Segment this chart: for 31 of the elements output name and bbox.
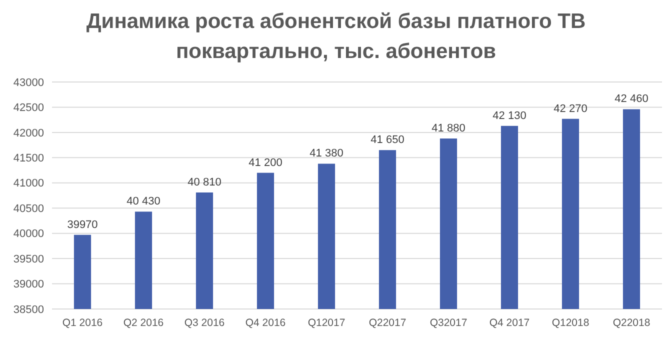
x-tick-label: Q22017: [368, 317, 406, 329]
y-tick-label: 43000: [13, 76, 44, 89]
data-label: 42 460: [614, 93, 648, 106]
data-label: 41 880: [432, 122, 466, 134]
x-tick-label: Q4 2016: [245, 317, 286, 329]
y-tick-label: 41000: [13, 178, 44, 190]
y-tick-label: 38500: [13, 304, 44, 316]
data-label: 42 130: [492, 110, 526, 122]
x-tick-label: Q12018: [552, 317, 590, 329]
y-tick-label: 41500: [13, 152, 44, 165]
x-tick-label: Q22018: [612, 317, 650, 329]
y-tick-label: 42000: [13, 127, 44, 140]
x-tick-label: Q32017: [430, 317, 468, 329]
y-tick-label: 39000: [13, 278, 44, 291]
x-tick-label: Q2 2016: [123, 317, 164, 329]
data-label: 40 430: [126, 196, 160, 208]
y-tick-label: 40500: [13, 202, 44, 215]
y-tick-label: 42500: [13, 102, 44, 114]
y-tick-label: 40000: [13, 228, 44, 240]
x-tick-label: Q12017: [308, 317, 346, 329]
x-tick-label: Q3 2016: [184, 317, 225, 329]
data-label: 41 650: [370, 134, 404, 146]
x-tick-label: Q4 2017: [489, 317, 530, 329]
data-label: 42 270: [554, 102, 588, 115]
data-label: 41 380: [310, 148, 344, 160]
y-tick-label: 39500: [13, 253, 44, 266]
x-tick-label: Q1 2016: [62, 317, 103, 329]
data-label: 39970: [67, 218, 98, 231]
data-label: 40 810: [188, 176, 222, 188]
data-label: 41 200: [248, 156, 282, 169]
chart-title: Динамика роста абонентской базы платного ТВ поквартально, тыс. абонентов: [86, 10, 586, 63]
